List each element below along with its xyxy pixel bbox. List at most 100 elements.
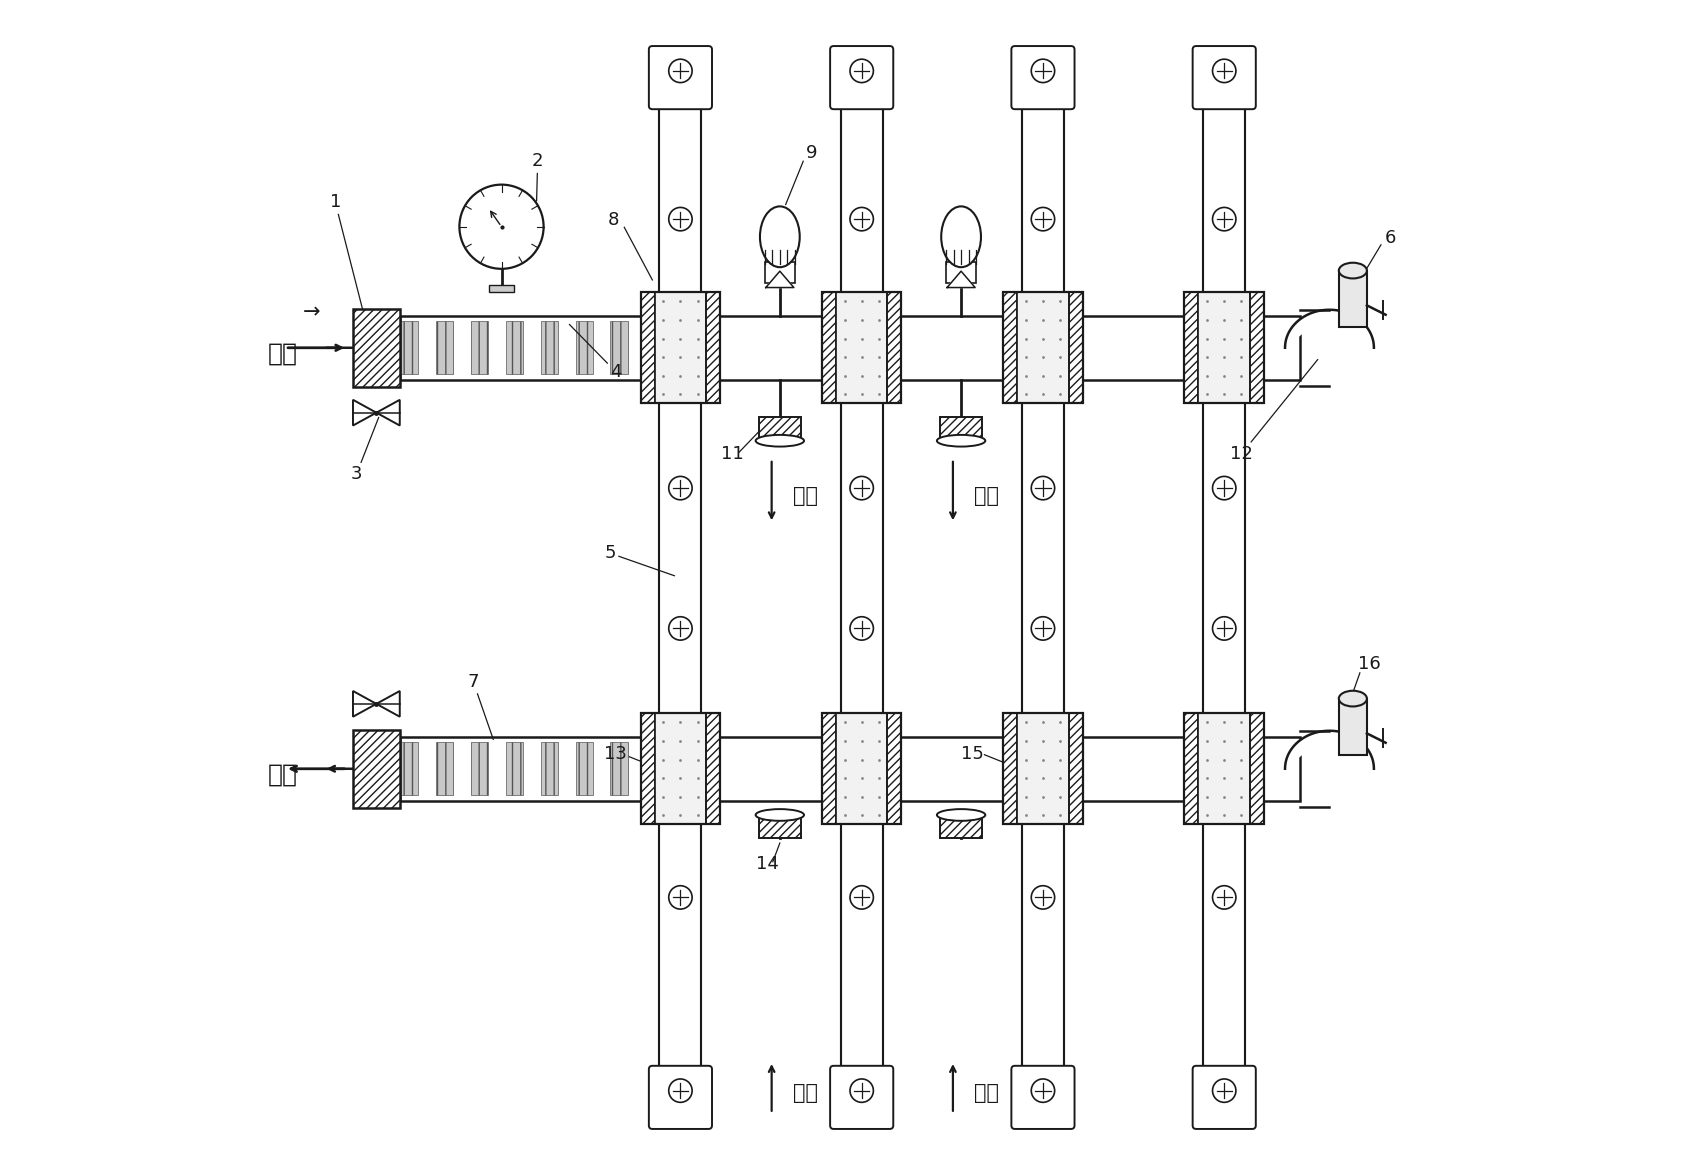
Bar	[505, 743, 524, 795]
Circle shape	[1212, 59, 1236, 82]
Ellipse shape	[760, 207, 799, 267]
Bar	[1003, 293, 1083, 403]
Text: 13: 13	[605, 745, 627, 764]
Bar	[401, 322, 418, 374]
Circle shape	[1032, 59, 1054, 82]
Bar	[610, 322, 627, 374]
Bar	[940, 417, 983, 441]
Bar	[840, 106, 882, 1069]
Bar	[1069, 713, 1083, 825]
Bar	[1017, 293, 1069, 403]
Circle shape	[668, 59, 692, 82]
FancyBboxPatch shape	[830, 46, 893, 109]
Bar	[836, 713, 887, 825]
Ellipse shape	[1340, 691, 1367, 706]
Text: →: →	[303, 302, 320, 322]
Bar	[641, 713, 654, 825]
Bar	[1250, 713, 1265, 825]
Text: 热水: 热水	[267, 342, 297, 365]
Ellipse shape	[937, 435, 986, 446]
Circle shape	[1212, 208, 1236, 230]
Circle shape	[668, 617, 692, 640]
Bar	[1204, 106, 1246, 1069]
Bar	[1003, 293, 1017, 403]
Bar	[765, 262, 796, 283]
Bar	[646, 322, 663, 374]
Circle shape	[850, 208, 874, 230]
Bar	[1198, 293, 1250, 403]
Bar	[1185, 293, 1265, 403]
Bar	[541, 743, 558, 795]
Circle shape	[850, 886, 874, 909]
Text: 14: 14	[756, 854, 779, 873]
Bar	[758, 417, 801, 441]
Bar	[1185, 713, 1265, 825]
Text: 12: 12	[1231, 360, 1318, 463]
Bar	[1185, 713, 1198, 825]
Bar	[836, 293, 887, 403]
Bar	[1003, 713, 1017, 825]
Circle shape	[1032, 617, 1054, 640]
Text: 7: 7	[468, 673, 493, 739]
Bar	[1017, 713, 1069, 825]
Bar	[1340, 270, 1367, 327]
Text: 8: 8	[609, 212, 619, 229]
Text: 热水: 热水	[792, 486, 818, 506]
Bar	[1022, 106, 1064, 1069]
Bar	[1003, 713, 1083, 825]
Circle shape	[850, 617, 874, 640]
Circle shape	[1032, 1079, 1054, 1102]
Circle shape	[668, 476, 692, 499]
Text: 16: 16	[1358, 656, 1380, 673]
FancyBboxPatch shape	[1012, 1066, 1074, 1129]
Circle shape	[459, 184, 544, 269]
Bar	[641, 293, 654, 403]
Polygon shape	[1285, 731, 1374, 807]
Bar	[821, 293, 901, 403]
Text: 2: 2	[532, 153, 544, 201]
Polygon shape	[1285, 310, 1374, 385]
Text: 15: 15	[960, 745, 984, 764]
Text: 冷水: 冷水	[974, 1082, 1000, 1102]
Bar	[1340, 699, 1367, 754]
Text: 1: 1	[330, 194, 367, 327]
Bar	[646, 743, 663, 795]
Bar	[706, 713, 721, 825]
Bar	[887, 293, 901, 403]
Bar	[354, 730, 399, 808]
Text: 4: 4	[570, 324, 622, 381]
Bar	[471, 322, 488, 374]
Bar	[471, 743, 488, 795]
Circle shape	[1212, 1079, 1236, 1102]
Text: 11: 11	[721, 445, 745, 463]
Bar	[576, 322, 593, 374]
Circle shape	[1032, 886, 1054, 909]
Circle shape	[668, 886, 692, 909]
Bar	[541, 322, 558, 374]
FancyBboxPatch shape	[1012, 46, 1074, 109]
Bar	[1250, 293, 1265, 403]
Bar	[610, 743, 627, 795]
Text: 6: 6	[1384, 228, 1396, 247]
Circle shape	[1212, 617, 1236, 640]
Bar	[401, 743, 418, 795]
FancyBboxPatch shape	[1193, 1066, 1256, 1129]
Bar	[940, 815, 983, 838]
Bar	[488, 286, 515, 293]
Circle shape	[668, 1079, 692, 1102]
FancyBboxPatch shape	[1193, 46, 1256, 109]
Text: 5: 5	[605, 544, 675, 576]
Bar	[641, 713, 721, 825]
Text: 冷水: 冷水	[267, 763, 297, 786]
Circle shape	[1212, 476, 1236, 499]
Bar	[505, 322, 524, 374]
Bar	[706, 293, 721, 403]
Circle shape	[1212, 886, 1236, 909]
Bar	[821, 713, 836, 825]
Polygon shape	[765, 271, 794, 288]
Text: 3: 3	[350, 417, 379, 483]
Ellipse shape	[937, 810, 986, 821]
Ellipse shape	[1340, 263, 1367, 278]
Bar	[1198, 713, 1250, 825]
Circle shape	[1032, 476, 1054, 499]
